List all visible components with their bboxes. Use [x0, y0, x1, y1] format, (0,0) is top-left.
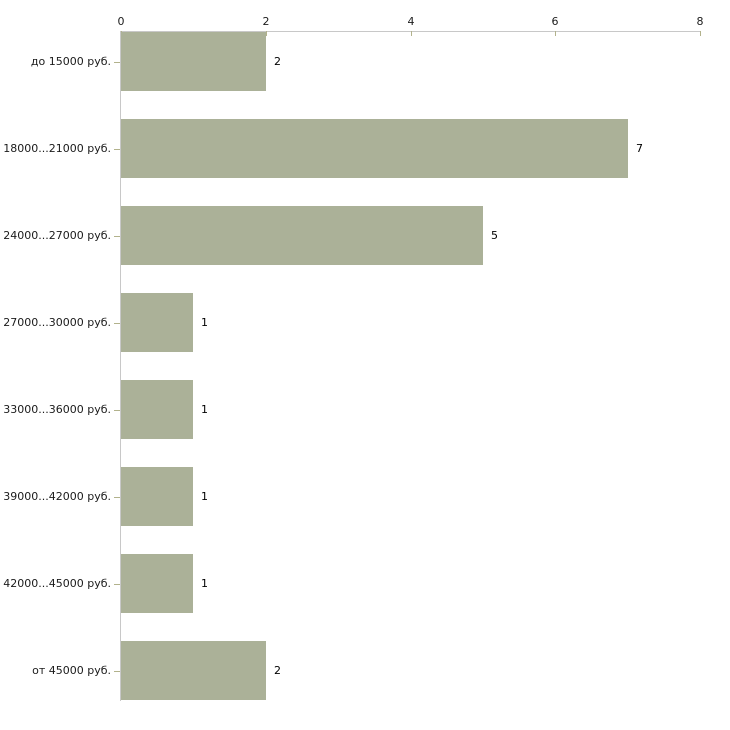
- bar-7: [121, 554, 193, 613]
- category-label: 27000...30000 руб.: [3, 316, 111, 329]
- category-tick-mark: [114, 62, 120, 63]
- bar-value-label: 1: [201, 577, 208, 590]
- x-axis-tick-label: 0: [117, 15, 125, 28]
- category-tick-mark: [114, 236, 120, 237]
- category-label: 24000...27000 руб.: [3, 229, 111, 242]
- x-axis-tick-label: 2: [262, 15, 270, 28]
- x-axis-tick-label: 4: [407, 15, 415, 28]
- bar-value-label: 5: [491, 229, 498, 242]
- category-tick-mark: [114, 671, 120, 672]
- bar-value-label: 2: [274, 55, 281, 68]
- bar-value-label: 7: [636, 142, 643, 155]
- x-axis-tick-mark: [555, 31, 556, 36]
- bar-8: [121, 641, 266, 700]
- x-axis-line: [121, 31, 700, 32]
- bar-4: [121, 293, 193, 352]
- x-axis-tick-mark: [266, 31, 267, 36]
- bar-5: [121, 380, 193, 439]
- x-axis-tick-label: 6: [551, 15, 559, 28]
- category-tick-mark: [114, 497, 120, 498]
- x-axis-tick-label: 8: [696, 15, 704, 28]
- category-label: от 45000 руб.: [32, 664, 111, 677]
- category-label: 39000...42000 руб.: [3, 490, 111, 503]
- bar-value-label: 1: [201, 316, 208, 329]
- x-axis-tick-mark: [411, 31, 412, 36]
- bar-6: [121, 467, 193, 526]
- category-label: 18000...21000 руб.: [3, 142, 111, 155]
- bar-1: [121, 32, 266, 91]
- x-axis-tick-mark: [700, 31, 701, 36]
- category-label: 33000...36000 руб.: [3, 403, 111, 416]
- category-tick-mark: [114, 410, 120, 411]
- bar-2: [121, 119, 628, 178]
- category-tick-mark: [114, 584, 120, 585]
- bar-value-label: 1: [201, 490, 208, 503]
- category-tick-mark: [114, 323, 120, 324]
- bar-value-label: 1: [201, 403, 208, 416]
- y-axis-line: [120, 31, 121, 701]
- category-tick-mark: [114, 149, 120, 150]
- bar-value-label: 2: [274, 664, 281, 677]
- category-label: 42000...45000 руб.: [3, 577, 111, 590]
- bar-3: [121, 206, 483, 265]
- category-label: до 15000 руб.: [30, 55, 111, 68]
